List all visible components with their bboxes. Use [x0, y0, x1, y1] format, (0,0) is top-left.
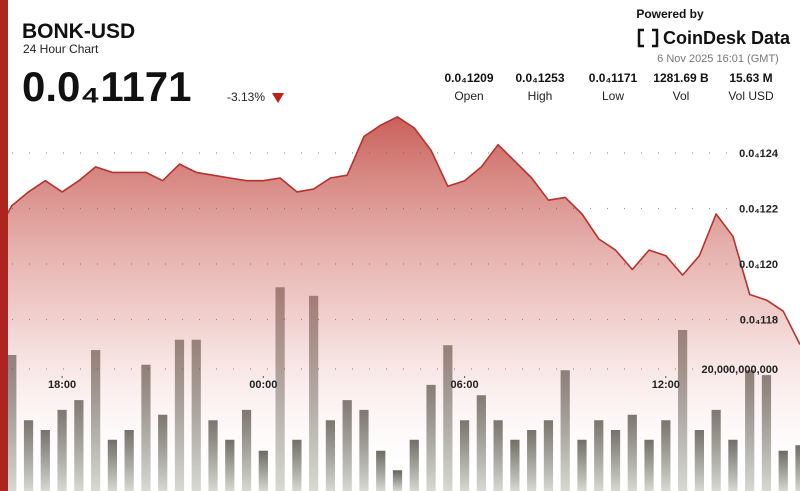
x-tick-label: 00:00 [249, 379, 277, 391]
powered-by: Powered by [636, 7, 704, 21]
logo-icon [637, 28, 659, 48]
stat-label: Low [602, 89, 624, 103]
price-area-fill [0, 116, 800, 491]
down-arrow [272, 93, 284, 103]
stat-value: 0.0₄1171 [589, 71, 638, 85]
x-tick-label: 06:00 [451, 379, 479, 391]
header: BONK-USD 24 Hour Chart 0.0₄1171 -3.13% [22, 20, 284, 110]
timestamp: 6 Nov 2025 16:01 (GMT) [657, 53, 779, 65]
x-tick-label: 18:00 [48, 379, 76, 391]
price-line [0, 116, 800, 345]
y-tick-label: 0.0₄120 [739, 259, 778, 271]
plot-area: 0.0₄118 0.0₄120 0.0₄122 0.0₄124 20,000,000,0… [0, 116, 800, 491]
stat-value: 0.0₄1209 [444, 71, 493, 85]
subtitle: 24 Hour Chart [23, 42, 99, 56]
stats: 0.0₄1209 Open 0.0₄1253 High 0.0₄1171 Low 1281.… [444, 71, 774, 103]
stat-label: Vol USD [728, 89, 774, 103]
change: -3.13% [227, 90, 265, 104]
brand-name: CoinDesk Data [663, 28, 791, 48]
y-tick-label: 0.0₄118 [740, 315, 778, 327]
y-tick-label: 0.0₄122 [739, 204, 778, 216]
grid: 0.0₄118 0.0₄120 0.0₄122 0.0₄124 20,000,000,0… [12, 148, 780, 391]
branding: Powered by CoinDesk Data 6 Nov 2025 16:0… [636, 7, 791, 65]
stat-value: 0.0₄1253 [515, 71, 564, 85]
stat-label: Open [454, 89, 483, 103]
stat-label: High [528, 89, 553, 103]
stat-label: Vol [673, 89, 690, 103]
price-area [0, 116, 800, 491]
stat-value: 15.63 M [729, 71, 772, 85]
accent-strip [0, 0, 8, 491]
price: 0.0₄1171 [22, 63, 192, 110]
symbol: BONK-USD [22, 20, 135, 43]
y2-tick-label: 20,000,000,000 [702, 364, 778, 376]
x-tick-label: 12:00 [652, 379, 680, 391]
y-tick-label: 0.0₄124 [739, 148, 779, 160]
stat-value: 1281.69 B [653, 71, 709, 85]
